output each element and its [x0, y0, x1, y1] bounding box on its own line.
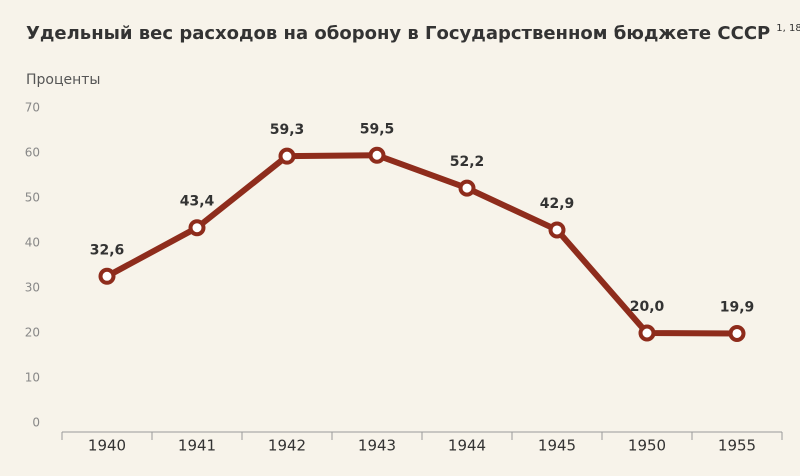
x-tick-label: 1950	[628, 437, 666, 455]
data-label: 20,0	[630, 299, 665, 315]
data-label: 59,5	[360, 121, 395, 137]
y-tick-label: 60	[25, 146, 40, 160]
x-tick-label: 1940	[88, 437, 126, 455]
data-label: 59,3	[270, 122, 305, 138]
data-point	[548, 221, 566, 239]
data-label: 42,9	[540, 196, 575, 212]
y-tick-label: 20	[25, 326, 40, 340]
y-tick-label: 50	[25, 191, 40, 205]
chart-title: Удельный вес расходов на оборону в Госуд…	[26, 23, 800, 44]
data-point	[638, 324, 656, 342]
data-point	[188, 219, 206, 237]
y-tick-label: 70	[25, 101, 40, 115]
data-point	[278, 147, 296, 165]
title-note: 1, 18	[776, 23, 800, 34]
y-tick-label: 0	[32, 416, 40, 430]
data-label: 43,4	[180, 194, 215, 210]
title-text: Удельный вес расходов на оборону в Госуд…	[26, 23, 770, 44]
y-tick-label: 30	[25, 281, 40, 295]
data-point	[458, 179, 476, 197]
x-tick-label: 1955	[718, 437, 756, 455]
y-axis-label: Проценты	[26, 72, 100, 88]
data-line	[105, 152, 738, 337]
data-label: 52,2	[450, 154, 485, 170]
data-point	[368, 146, 386, 164]
x-tick-label: 1941	[178, 437, 216, 455]
data-point	[98, 267, 116, 285]
data-label: 32,6	[90, 242, 125, 258]
x-tick-label: 1945	[538, 437, 576, 455]
x-tick-label: 1942	[268, 437, 306, 455]
y-tick-label: 10	[25, 371, 40, 385]
data-point	[728, 324, 746, 342]
x-tick-label: 1943	[358, 437, 396, 455]
data-label: 19,9	[720, 299, 755, 315]
y-tick-label: 40	[25, 236, 40, 250]
x-tick-label: 1944	[448, 437, 486, 455]
